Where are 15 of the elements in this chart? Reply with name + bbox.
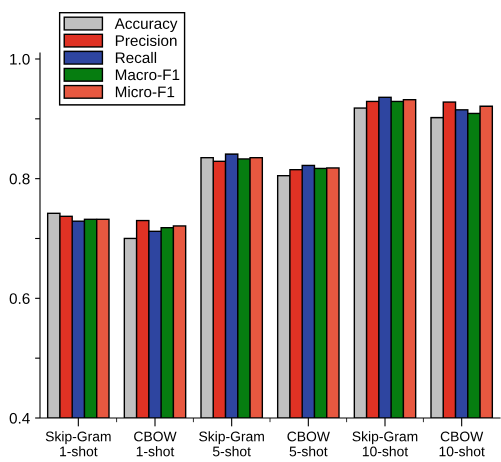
x-tick-label: CBOW 5-shot [287, 432, 330, 456]
legend-label: Precision [116, 34, 176, 46]
x-tick-label: Skip-Gram 10-shot [352, 431, 418, 456]
x-tick-label: CBOW 1-shot [134, 432, 177, 456]
x-tick-label: Skip-Gram 5-shot [199, 431, 264, 456]
legend-label: Macro-F1 [116, 70, 180, 80]
y-tick-label: 0.8 [10, 174, 30, 184]
y-tick-label: 1.0 [10, 54, 30, 65]
y-tick-label: 0.4 [10, 412, 30, 424]
legend-label: Accuracy [114, 18, 178, 32]
x-tick-label: CBOW 10-shot [440, 432, 485, 456]
x-tick-label: Skip-Gram 1-shot [46, 431, 111, 456]
legend-label: Recall [116, 52, 156, 64]
y-tick-label: 0.6 [10, 293, 30, 304]
legend-label: Micro-F1 [116, 86, 174, 98]
